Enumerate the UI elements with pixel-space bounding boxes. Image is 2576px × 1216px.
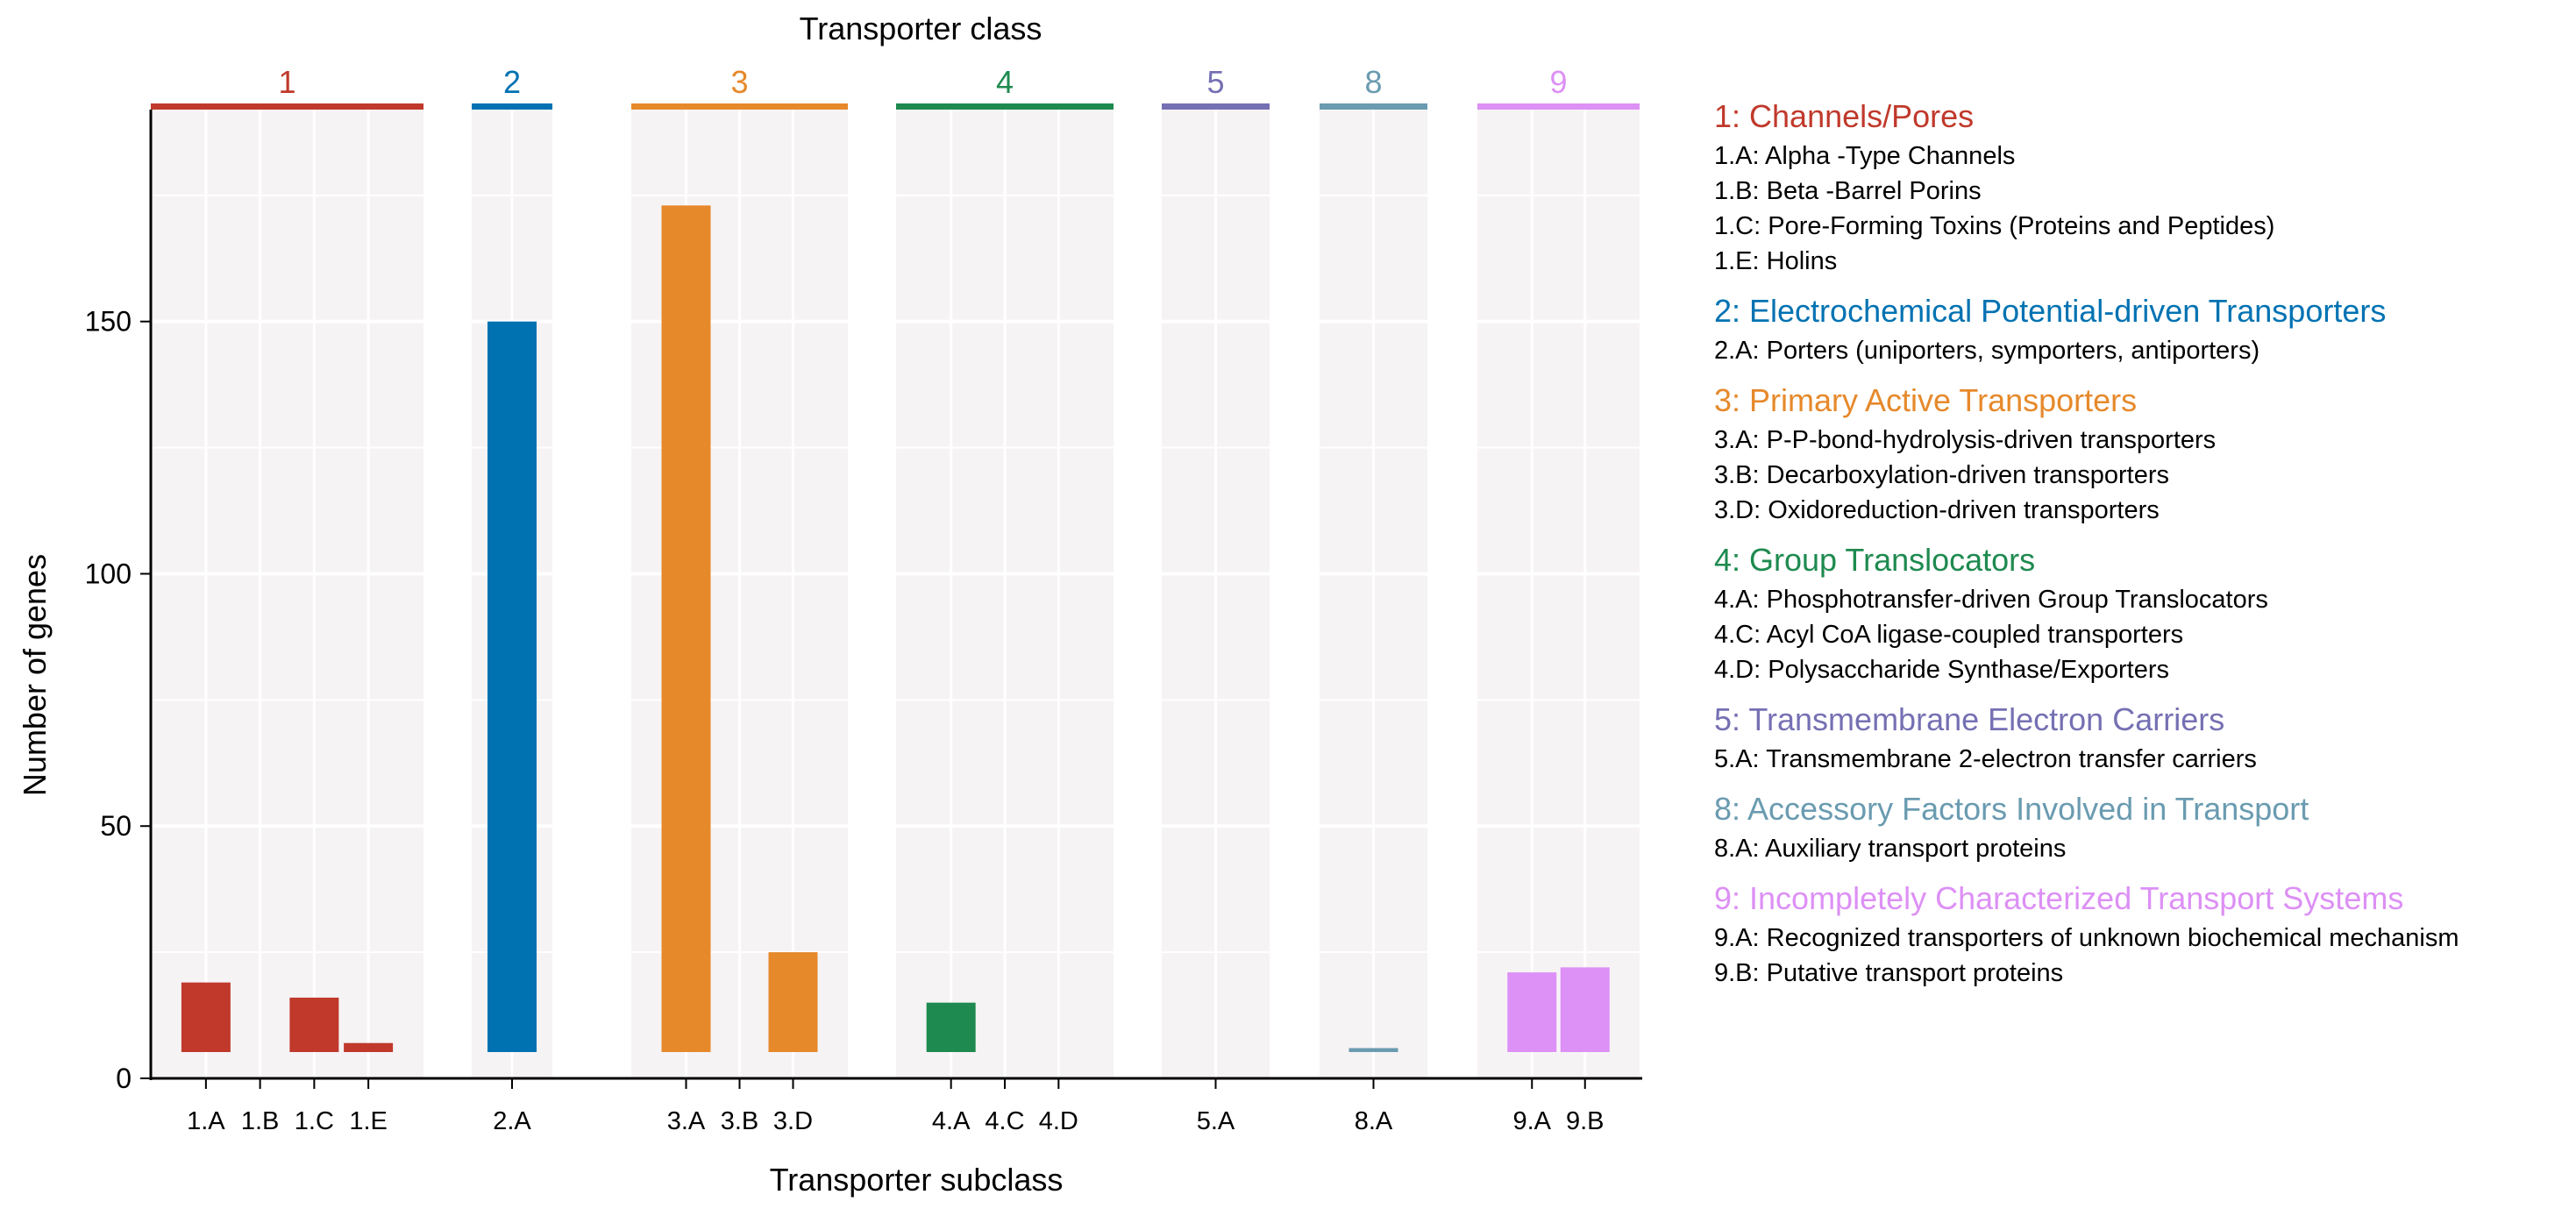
facet-panel-1: 1 xyxy=(151,64,423,1078)
legend-group-title: 4: Group Translocators xyxy=(1714,542,2036,578)
x-tick-label: 1.E xyxy=(349,1107,388,1135)
facet-panel-4: 4 xyxy=(896,64,1114,1078)
x-tick-label: 4.C xyxy=(985,1107,1024,1135)
facet-strip-label: 8 xyxy=(1364,64,1382,100)
facet-strip-label: 1 xyxy=(278,64,295,100)
y-tick-label: 0 xyxy=(116,1063,132,1094)
chart-title: Transporter class xyxy=(800,11,1042,46)
facet-strip-label: 2 xyxy=(503,64,521,100)
facet-strip-line xyxy=(472,103,552,110)
facet-strip-label: 5 xyxy=(1206,64,1224,100)
facet-panel-2: 2 xyxy=(472,64,552,1078)
x-axis: 1.A 1.B 1.C 1.E 2.A 3.A 3.B 3.D 4.A 4.C 4.D 5.A 8.A 9… xyxy=(151,1077,1642,1135)
bar-3.A xyxy=(661,205,711,1053)
facet-strip-line xyxy=(896,103,1114,110)
y-tick-label: 100 xyxy=(85,558,132,589)
legend-group-title: 9: Incompletely Characterized Transport … xyxy=(1714,880,2404,916)
facet-panel-9: 9 xyxy=(1477,64,1640,1078)
facet-strip-label: 4 xyxy=(996,64,1014,100)
x-tick-label: 1.B xyxy=(241,1107,280,1135)
y-axis: 0 50 100 150 xyxy=(85,110,153,1094)
x-tick-label: 3.D xyxy=(773,1107,813,1135)
facet-panel-3: 3 xyxy=(631,64,848,1078)
legend-item: 3.A: P-P-bond-hydrolysis-driven transpor… xyxy=(1714,426,2217,454)
legend-item: 1.A: Alpha -Type Channels xyxy=(1714,142,2016,170)
legend-item: 3.D: Oxidoreduction-driven transporters xyxy=(1714,496,2160,524)
facet-strip-line xyxy=(151,103,423,110)
bar-1.C xyxy=(289,997,339,1052)
legend-group-3: 3: Primary Active Transporters 3.A: P-P-b… xyxy=(1714,379,2565,528)
facet-strip-line xyxy=(631,103,848,110)
y-tick-label: 150 xyxy=(85,306,132,338)
legend-group-5: 5: Transmembrane Electron Carriers 5.A: T… xyxy=(1714,698,2565,777)
facet-strip-line xyxy=(1162,103,1270,110)
legend-item: 1.C: Pore-Forming Toxins (Proteins and P… xyxy=(1714,212,2275,240)
legend-item: 8.A: Auxiliary transport proteins xyxy=(1714,835,2067,863)
facet-strip-line xyxy=(1477,103,1640,110)
x-tick-label: 4.A xyxy=(932,1107,971,1135)
legend: 1: Channels/Pores 1.A: Alpha -Type Channe… xyxy=(1714,95,2565,1001)
facet-strip-label: 9 xyxy=(1549,64,1567,100)
legend-group-title: 1: Channels/Pores xyxy=(1714,98,1975,134)
legend-item: 9.A: Recognized transporters of unknown … xyxy=(1714,924,2459,952)
x-tick-label: 9.A xyxy=(1512,1107,1551,1135)
legend-item: 1.E: Holins xyxy=(1714,247,1838,275)
bar-2.A xyxy=(487,321,537,1052)
x-tick-label: 8.A xyxy=(1355,1107,1393,1135)
bar-3.D xyxy=(768,952,818,1052)
legend-group-title: 8: Accessory Factors Involved in Transpo… xyxy=(1714,791,2309,827)
bar-8.A xyxy=(1348,1048,1398,1052)
bar-4.A xyxy=(926,1002,976,1052)
x-tick-label: 1.A xyxy=(187,1107,225,1135)
x-tick-label: 2.A xyxy=(493,1107,531,1135)
facet-strip-line xyxy=(1320,103,1427,110)
legend-item: 4.C: Acyl CoA ligase-coupled transporter… xyxy=(1714,621,2184,649)
legend-item: 4.D: Polysaccharide Synthase/Exporters xyxy=(1714,656,2170,684)
panel-background xyxy=(1477,110,1640,1078)
facet-panels: 1 2 3 4 5 8 9 xyxy=(151,64,1640,1078)
facet-panel-5: 5 xyxy=(1162,64,1270,1078)
legend-item: 2.A: Porters (uniporters, symporters, an… xyxy=(1714,337,2260,365)
legend-item: 1.B: Beta -Barrel Porins xyxy=(1714,177,1982,205)
facet-strip-label: 3 xyxy=(730,64,748,100)
facet-panel-8: 8 xyxy=(1320,64,1427,1078)
x-tick-label: 1.C xyxy=(295,1107,334,1135)
legend-group-8: 8: Accessory Factors Involved in Transpo… xyxy=(1714,787,2565,866)
y-tick-label: 50 xyxy=(100,810,132,842)
legend-group-4: 4: Group Translocators 4.A: Phosphotransf… xyxy=(1714,538,2565,687)
x-tick-label: 9.B xyxy=(1566,1107,1605,1135)
bar-9.A xyxy=(1507,972,1557,1052)
legend-group-title: 5: Transmembrane Electron Carriers xyxy=(1714,701,2225,737)
legend-group-9: 9: Incompletely Characterized Transport … xyxy=(1714,877,2565,991)
x-tick-label: 5.A xyxy=(1197,1107,1235,1135)
bar-9.B xyxy=(1560,967,1610,1052)
legend-item: 3.B: Decarboxylation-driven transporters xyxy=(1714,461,2170,489)
bar-1.A xyxy=(181,982,231,1052)
legend-group-1: 1: Channels/Pores 1.A: Alpha -Type Channe… xyxy=(1714,95,2565,279)
legend-group-title: 2: Electrochemical Potential-driven Tran… xyxy=(1714,293,2387,329)
x-tick-label: 3.A xyxy=(667,1107,706,1135)
legend-group-title: 3: Primary Active Transporters xyxy=(1714,382,2138,418)
y-axis-label: Number of genes xyxy=(17,554,53,796)
legend-item: 5.A: Transmembrane 2-electron transfer c… xyxy=(1714,745,2257,773)
legend-group-2: 2: Electrochemical Potential-driven Tran… xyxy=(1714,289,2565,368)
x-tick-label: 4.D xyxy=(1039,1107,1078,1135)
bar-1.E xyxy=(344,1042,394,1052)
panel-background xyxy=(151,110,423,1078)
x-axis-label: Transporter subclass xyxy=(770,1162,1064,1198)
x-tick-label: 3.B xyxy=(721,1107,759,1135)
legend-item: 9.B: Putative transport proteins xyxy=(1714,959,2064,987)
legend-item: 4.A: Phosphotransfer-driven Group Transl… xyxy=(1714,586,2268,614)
